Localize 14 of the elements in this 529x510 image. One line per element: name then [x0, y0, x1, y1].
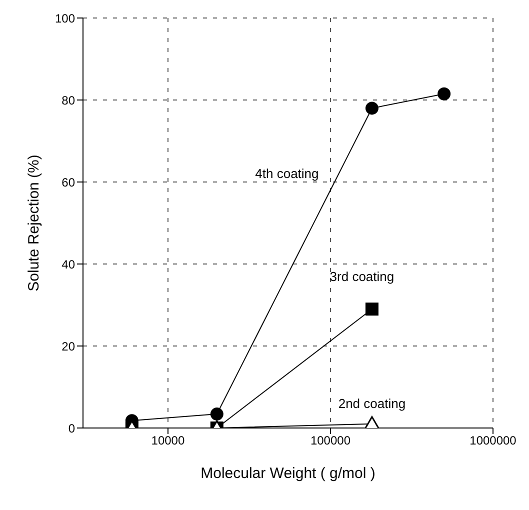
y-tick-label: 40 — [62, 257, 76, 272]
x-axis-title: Molecular Weight ( g/mol ) — [200, 465, 376, 482]
y-axis-title: Solute Rejection (%) — [25, 154, 42, 292]
series-label: 2nd coating — [338, 396, 406, 411]
series-label: 3rd coating — [330, 269, 394, 284]
x-tick-label: 1000000 — [470, 434, 517, 448]
x-tick-label: 100000 — [310, 434, 351, 448]
y-tick-label: 20 — [62, 339, 76, 354]
y-tick-label: 60 — [62, 175, 76, 190]
y-tick-label: 0 — [68, 421, 76, 436]
x-tick-label: 10000 — [151, 434, 185, 448]
y-tick-label: 100 — [54, 11, 76, 26]
y-tick-label: 80 — [62, 93, 76, 108]
series-label: 4th coating — [255, 166, 319, 182]
